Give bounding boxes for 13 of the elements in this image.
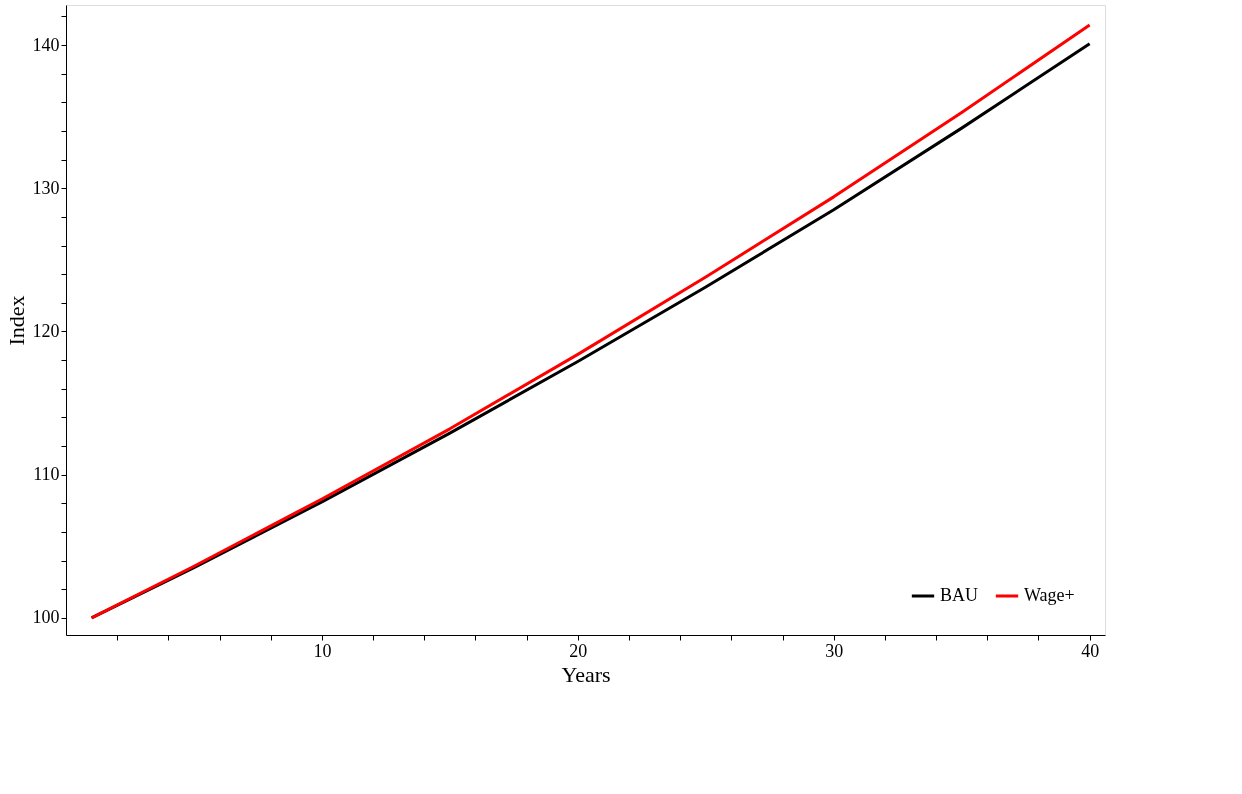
y-tick-label: 120 xyxy=(32,320,60,341)
y-axis-title: Index xyxy=(3,295,29,346)
x-axis-title: Years xyxy=(561,661,611,687)
y-tick-label: 110 xyxy=(33,464,60,485)
x-tick-label: 40 xyxy=(1081,640,1100,661)
x-tick-label: 30 xyxy=(825,640,844,661)
x-tick-label: 10 xyxy=(313,640,332,661)
legend-label: Wage+ xyxy=(1024,585,1075,605)
y-tick-label: 100 xyxy=(32,607,60,628)
legend-label: BAU xyxy=(940,585,979,605)
y-tick-label: 130 xyxy=(32,177,60,198)
x-tick-label: 20 xyxy=(569,640,588,661)
y-tick-label: 140 xyxy=(32,34,60,55)
